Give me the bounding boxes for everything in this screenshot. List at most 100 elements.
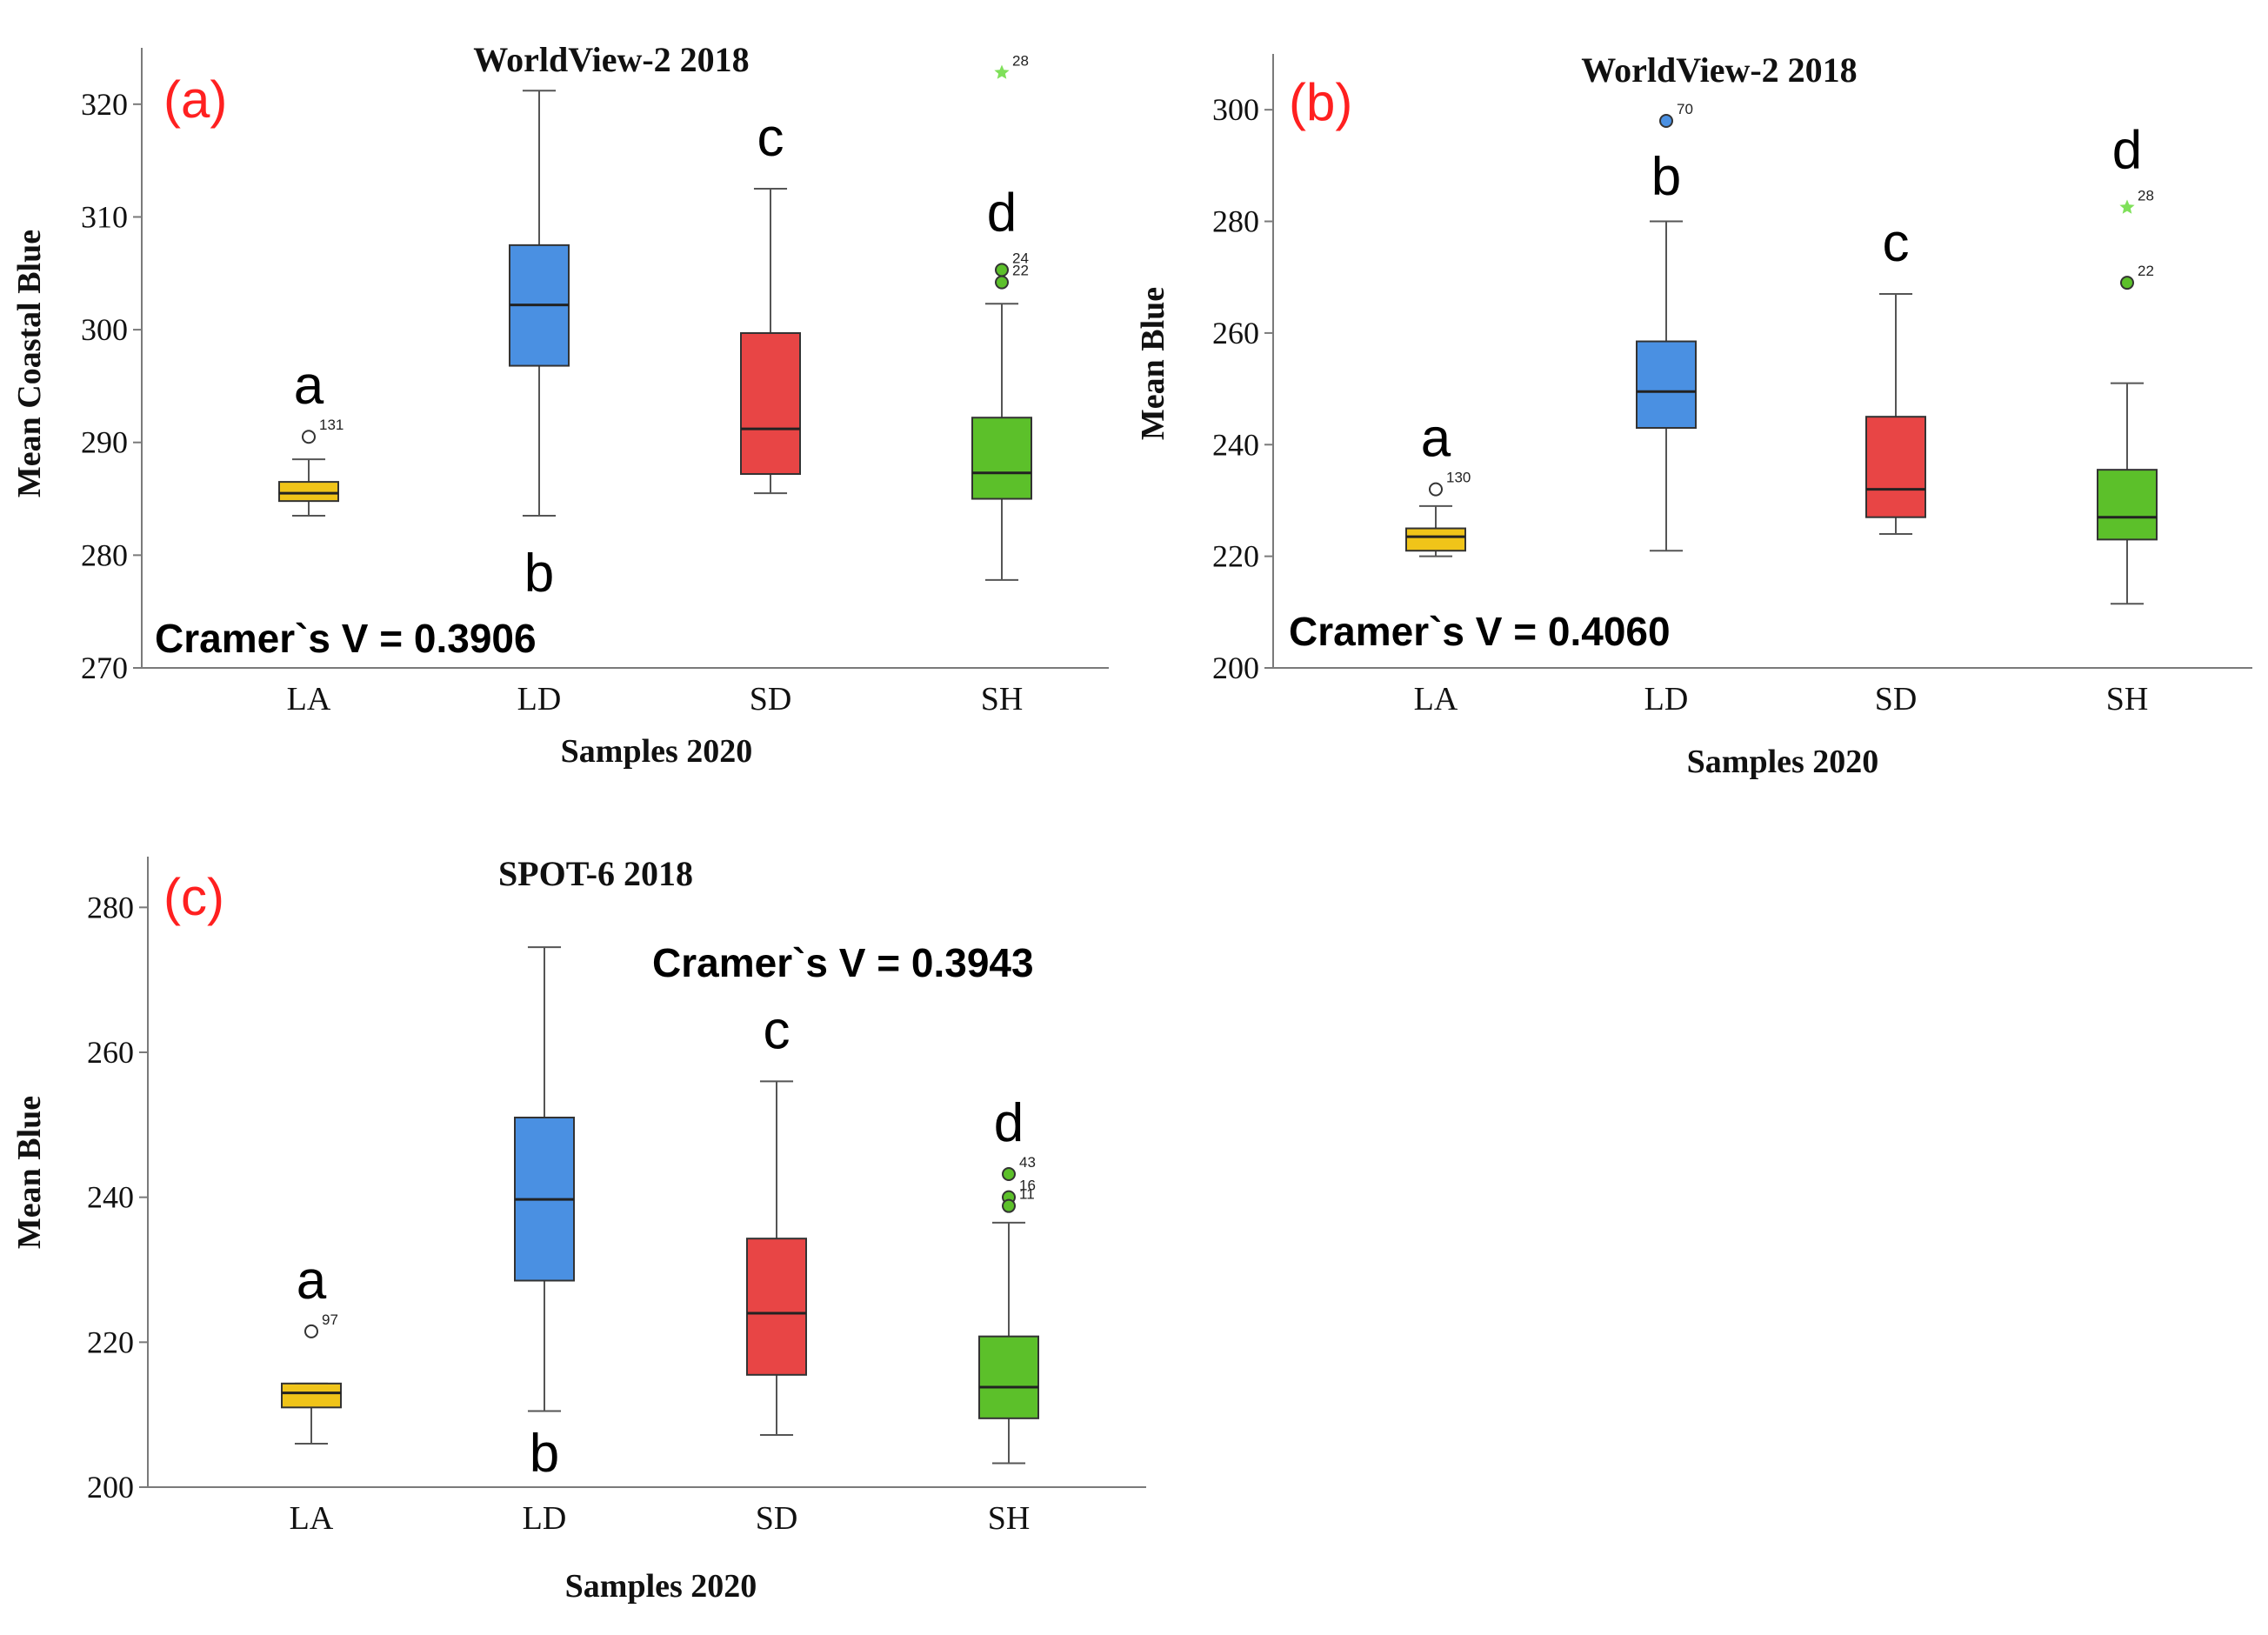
iqr-box xyxy=(971,417,1032,500)
group-letter-c: c xyxy=(757,108,784,168)
x-tick-label-sh: SH xyxy=(988,1500,1031,1537)
x-tick-label-sd: SD xyxy=(756,1500,798,1537)
iqr-box xyxy=(281,1382,342,1409)
group-letter-d: d xyxy=(987,183,1017,243)
iqr-box xyxy=(2097,469,2158,541)
outlier-point xyxy=(995,263,1009,277)
outlier-point xyxy=(1429,482,1443,497)
y-tick-label: 220 xyxy=(87,1325,134,1359)
outlier-label: 28 xyxy=(1012,53,1029,70)
panel-label: (c) xyxy=(163,868,224,926)
x-axis-label: Samples 2020 xyxy=(565,1568,757,1605)
y-tick-label: 290 xyxy=(81,425,128,460)
x-tick-label-ld: LD xyxy=(517,681,562,717)
y-tick-label: 320 xyxy=(81,87,128,122)
box-ld xyxy=(1636,220,1697,552)
x-tick-label-ld: LD xyxy=(523,1500,567,1537)
box-ld xyxy=(509,90,570,517)
y-tick-label: 310 xyxy=(81,199,128,234)
box-sh xyxy=(2097,382,2158,605)
y-axis-label: Mean Blue xyxy=(1135,287,1171,440)
y-axis-label: Mean Coastal Blue xyxy=(11,230,48,497)
y-tick-label: 270 xyxy=(81,651,128,685)
y-axis-label: Mean Blue xyxy=(11,1096,48,1249)
iqr-box xyxy=(1405,527,1466,552)
outlier-label: 16 xyxy=(1019,1178,1036,1194)
box-sd xyxy=(740,188,801,495)
cramers-v-annotation: Cramer`s V = 0.4060 xyxy=(1289,609,1671,654)
y-tick-label: 240 xyxy=(87,1180,134,1215)
box-la xyxy=(278,458,339,517)
iqr-box xyxy=(1636,340,1697,430)
y-tick-label: 280 xyxy=(1212,204,1259,239)
group-letter-b: b xyxy=(530,1424,559,1484)
group-letter-c: c xyxy=(764,1000,790,1060)
outlier-label: 97 xyxy=(322,1311,338,1328)
cramers-v-annotation: Cramer`s V = 0.3943 xyxy=(652,940,1034,985)
panel-label: (a) xyxy=(163,70,227,129)
group-letter-c: c xyxy=(1883,213,1910,273)
outlier-point xyxy=(995,275,1009,290)
iqr-box xyxy=(746,1238,807,1376)
x-tick-label-sd: SD xyxy=(750,681,792,717)
x-tick-label-la: LA xyxy=(287,681,331,717)
outlier-label: 28 xyxy=(2138,188,2154,204)
chart-title: WorldView-2 2018 xyxy=(473,40,749,79)
group-letter-d: d xyxy=(994,1093,1024,1153)
x-tick-label-ld: LD xyxy=(1644,681,1689,717)
outlier-point xyxy=(1659,114,1673,129)
panel-b: 200 220 240 260 280 300 LA LD SD SH 130 70 22 28 a b c d W… xyxy=(1135,50,2252,780)
outlier-label: 43 xyxy=(1019,1154,1036,1171)
outlier-extreme-star xyxy=(2119,199,2135,214)
iqr-box xyxy=(1865,416,1926,518)
outlier-label: 131 xyxy=(319,417,344,433)
y-tick-label: 200 xyxy=(87,1470,134,1505)
outlier-label: 130 xyxy=(1446,470,1471,486)
group-letter-d: d xyxy=(2112,121,2142,181)
group-letter-b: b xyxy=(524,544,554,604)
group-letter-a: a xyxy=(294,356,324,416)
outlier-label: 11 xyxy=(1019,1186,1035,1203)
y-tick-label: 220 xyxy=(1212,539,1259,574)
outlier-point xyxy=(1002,1167,1016,1181)
outlier-label: 22 xyxy=(1012,263,1029,279)
chart-title: SPOT-6 2018 xyxy=(498,854,693,893)
outlier-point xyxy=(2120,276,2134,290)
box-sh xyxy=(971,303,1032,581)
outlier-point xyxy=(1002,1198,1016,1213)
outlier-label: 24 xyxy=(1012,250,1029,266)
y-tick-label: 260 xyxy=(1212,316,1259,350)
panel-label: (b) xyxy=(1289,73,1352,131)
y-tick-label: 300 xyxy=(81,312,128,347)
group-letter-a: a xyxy=(297,1251,327,1311)
group-letter-b: b xyxy=(1651,147,1681,207)
x-tick-label-sh: SH xyxy=(981,681,1024,717)
x-tick-label-la: LA xyxy=(1414,681,1458,717)
box-sh xyxy=(978,1221,1039,1465)
y-tick-label: 280 xyxy=(81,537,128,572)
x-tick-label-sd: SD xyxy=(1875,681,1918,717)
y-tick-label: 300 xyxy=(1212,92,1259,127)
x-axis-label: Samples 2020 xyxy=(561,733,753,770)
iqr-box xyxy=(740,331,801,476)
x-tick-label-la: LA xyxy=(290,1500,334,1537)
box-la xyxy=(281,1382,342,1445)
x-tick-label-sh: SH xyxy=(2106,681,2149,717)
box-ld xyxy=(514,946,575,1412)
group-letter-a: a xyxy=(1421,409,1451,469)
y-tick-label: 260 xyxy=(87,1035,134,1070)
box-la xyxy=(1405,504,1466,557)
y-tick-label: 200 xyxy=(1212,651,1259,685)
cramers-v-annotation: Cramer`s V = 0.3906 xyxy=(155,616,537,661)
box-sd xyxy=(1865,292,1926,535)
y-tick-label: 240 xyxy=(1212,427,1259,462)
box-sd xyxy=(746,1080,807,1436)
outlier-label: 22 xyxy=(2138,263,2154,279)
outlier-label: 70 xyxy=(1677,101,1693,117)
outlier-point xyxy=(304,1324,318,1338)
iqr-box xyxy=(278,481,339,503)
